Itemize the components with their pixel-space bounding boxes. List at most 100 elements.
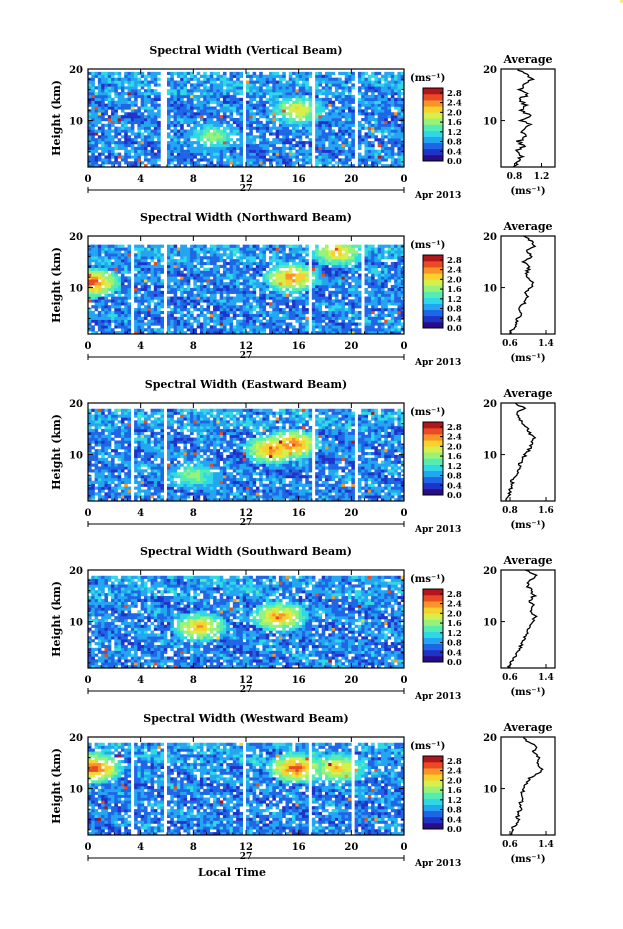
heatmap-cell: [127, 106, 132, 110]
heatmap-cell: [173, 80, 178, 84]
heatmap-cell: [318, 331, 323, 335]
heatmap-cell: [278, 287, 283, 292]
heatmap-cell: [176, 118, 181, 122]
heatmap-cell: [124, 71, 128, 76]
heatmap-cell: [209, 267, 214, 271]
heatmap-cell: [206, 282, 211, 286]
heatmap-cell: [186, 71, 191, 76]
heatmap-cell: [278, 123, 283, 127]
heatmap-cell: [367, 267, 372, 271]
heatmap-cell: [124, 152, 128, 156]
heatmap-cell: [292, 256, 296, 260]
heatmap-cell: [371, 161, 375, 165]
heatmap-cell: [341, 305, 346, 309]
heatmap-cell: [143, 299, 148, 303]
heatmap-cell: [288, 308, 293, 312]
heatmap-cell: [173, 120, 178, 125]
heatmap-cell: [364, 86, 369, 90]
heatmap-cell: [265, 282, 270, 286]
heatmap-cell: [190, 112, 194, 116]
heatmap-cell: [143, 293, 148, 297]
heatmap-cell: [311, 316, 316, 320]
heatmap-cell: [229, 308, 234, 312]
heatmap-cell: [190, 129, 194, 133]
heatmap-cell: [226, 299, 230, 303]
heatmap-cell: [288, 313, 293, 317]
heatmap-cell: [348, 244, 352, 248]
heatmap-cell: [288, 97, 293, 101]
heatmap-cell: [157, 135, 161, 139]
heatmap-cell: [328, 322, 332, 326]
heatmap-cell: [285, 316, 290, 320]
heatmap-cell: [203, 319, 207, 323]
heatmap-cell: [255, 100, 260, 104]
heatmap-cell: [282, 259, 286, 263]
heatmap-cell: [308, 106, 313, 110]
heatmap-cell: [239, 132, 244, 136]
heatmap-cell: [111, 279, 115, 283]
heatmap-cell: [226, 164, 230, 168]
heatmap-cell: [97, 86, 102, 90]
heatmap-cell: [222, 244, 227, 248]
average-y-tick-label: 10: [483, 117, 497, 128]
heatmap-cell: [315, 285, 319, 289]
heatmap-cell: [288, 264, 293, 268]
heatmap-cell: [275, 302, 280, 306]
heatmap-cell: [252, 267, 257, 271]
heatmap-cell: [308, 86, 313, 90]
heatmap-cell: [107, 287, 112, 292]
heatmap-cell: [367, 152, 372, 156]
heatmap-cell: [150, 259, 155, 263]
heatmap-cell: [338, 244, 342, 248]
heatmap-cell: [239, 299, 244, 303]
heatmap-cell: [325, 287, 329, 292]
heatmap-cell: [269, 290, 273, 294]
heatmap-cell: [292, 146, 296, 150]
heatmap-cell: [292, 164, 296, 168]
heatmap-cell: [226, 103, 230, 107]
heatmap-cell: [222, 120, 227, 125]
heatmap-cell: [357, 305, 362, 309]
heatmap-cell: [222, 331, 227, 335]
heatmap-cell: [104, 316, 109, 320]
heatmap-cell: [130, 164, 135, 168]
heatmap-cell: [130, 118, 135, 122]
heatmap-cell: [311, 310, 316, 315]
heatmap-cell: [288, 282, 293, 286]
heatmap-cell: [341, 282, 346, 286]
heatmap-cell: [140, 267, 145, 271]
heatmap-cell: [97, 71, 102, 76]
heatmap-cell: [325, 152, 329, 156]
heatmap-cell: [167, 261, 171, 266]
heatmap-cell: [140, 80, 145, 84]
heatmap-cell: [367, 264, 372, 268]
heatmap-cell: [209, 270, 214, 274]
heatmap-cell: [311, 319, 316, 323]
heatmap-cell: [295, 316, 299, 320]
heatmap-cell: [160, 325, 165, 329]
heatmap-cell: [117, 143, 122, 148]
heatmap-cell: [183, 120, 188, 125]
heatmap-cell: [338, 302, 342, 306]
heatmap-cell: [288, 112, 293, 116]
heatmap-cell: [222, 261, 227, 266]
heatmap-cell: [298, 325, 303, 329]
heatmap-cell: [170, 129, 174, 133]
heatmap-cell: [321, 115, 326, 119]
heatmap-cell: [130, 115, 135, 119]
heatmap-cell: [341, 132, 346, 136]
heatmap-cell: [239, 135, 244, 139]
heatmap-cell: [288, 152, 293, 156]
heatmap-cell: [104, 305, 109, 309]
heatmap-cell: [311, 279, 316, 283]
heatmap-cell: [272, 158, 276, 162]
heatmap-cell: [246, 158, 250, 162]
heatmap-cell: [246, 325, 250, 329]
heatmap-cell: [143, 256, 148, 260]
heatmap-cell: [318, 299, 323, 303]
heatmap-cell: [111, 112, 115, 116]
heatmap-cell: [315, 282, 319, 286]
heatmap-cell: [265, 138, 270, 142]
heatmap-cell: [222, 319, 227, 323]
heatmap-cell: [315, 310, 319, 315]
